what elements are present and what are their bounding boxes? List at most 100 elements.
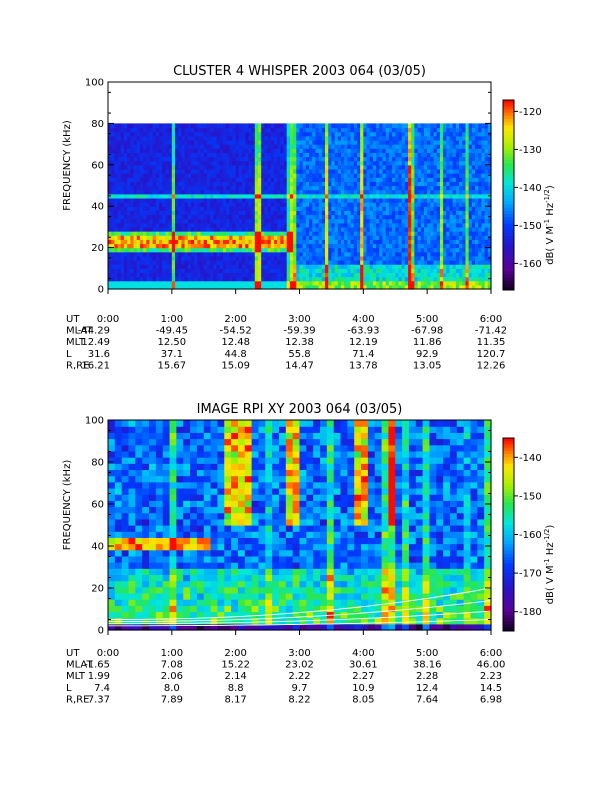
heat-cell — [487, 210, 492, 216]
heat-cell — [216, 177, 221, 182]
heat-cell — [478, 185, 483, 191]
heat-cell — [468, 206, 473, 211]
heat-cell — [452, 206, 457, 211]
heat-cell — [114, 173, 119, 178]
heat-cell — [321, 135, 326, 141]
heat-cell — [481, 218, 486, 224]
heat-cell — [242, 247, 246, 253]
heat-cell — [277, 272, 281, 278]
heat-cell — [251, 210, 256, 216]
heat-cell — [401, 284, 406, 290]
heat-cell — [350, 210, 355, 216]
heat-cell — [178, 160, 183, 166]
heat-cell — [340, 185, 345, 191]
heat-cell — [283, 284, 288, 290]
heat-cell — [226, 185, 230, 191]
heat-cell — [347, 160, 352, 166]
heat-cell — [232, 156, 237, 162]
heat-cell — [382, 239, 387, 245]
heat-cell — [235, 164, 240, 170]
heat-cell — [468, 160, 473, 166]
heat-cell — [254, 247, 259, 253]
heat-cell — [187, 173, 192, 178]
heat-cell — [149, 239, 154, 245]
heat-cell — [238, 160, 243, 166]
heat-cell — [433, 144, 438, 149]
heat-cell — [388, 152, 393, 158]
heat-cell — [299, 255, 304, 261]
heat-cell — [487, 226, 492, 232]
heat-cell — [395, 185, 400, 191]
heat-cell — [194, 185, 198, 191]
heat-cell — [194, 168, 198, 174]
heat-cell — [245, 214, 250, 220]
heat-cell — [280, 260, 285, 265]
heat-cell — [267, 189, 272, 195]
heat-cell — [178, 251, 183, 257]
heat-cell — [139, 202, 144, 207]
heat-cell — [369, 239, 374, 245]
heat-cell — [366, 264, 371, 269]
heat-cell — [414, 272, 419, 278]
heat-cell — [168, 144, 173, 149]
heat-cell — [439, 280, 444, 286]
heat-cell — [484, 206, 489, 211]
heat-cell — [395, 206, 400, 211]
heat-cell — [123, 164, 128, 170]
heat-cell — [242, 222, 246, 228]
ephemeris-cell: -63.93 — [347, 326, 379, 337]
heat-cell — [206, 189, 211, 195]
heat-cell — [299, 222, 304, 228]
heat-cell — [238, 139, 243, 145]
heat-cell — [171, 284, 176, 290]
heat-cell — [238, 202, 243, 207]
heat-cell — [376, 152, 380, 158]
heat-cell — [213, 148, 218, 153]
heat-cell — [187, 260, 192, 265]
heat-cell — [318, 177, 323, 182]
heat-cell — [484, 185, 489, 191]
heat-cell — [111, 197, 115, 203]
heat-cell — [414, 280, 419, 286]
heat-cell — [398, 160, 403, 166]
heat-cell — [350, 193, 355, 199]
heat-cell — [264, 264, 269, 269]
ephemeris-row-label: MLAT — [66, 326, 93, 337]
heat-cell — [379, 148, 384, 153]
heat-cell — [347, 127, 352, 133]
heat-cell — [468, 139, 473, 145]
heat-cell — [353, 164, 358, 170]
heat-cell — [168, 160, 173, 166]
heat-cell — [226, 231, 230, 236]
colorbar-segment — [503, 210, 514, 215]
heat-cell — [111, 255, 115, 261]
heat-cell — [465, 164, 470, 170]
heat-cell — [226, 280, 230, 286]
heat-cell — [446, 218, 451, 224]
heat-cell — [436, 160, 441, 166]
heat-cell — [481, 243, 486, 249]
colorbar-segment — [503, 144, 514, 148]
heat-cell — [443, 264, 447, 269]
heat-cell — [443, 210, 447, 216]
heat-cell — [436, 264, 441, 269]
heat-cell — [414, 214, 419, 220]
heat-cell — [181, 280, 186, 286]
heat-cell — [340, 202, 345, 207]
heat-cell — [382, 206, 387, 211]
heat-cell — [194, 135, 198, 141]
heat-cell — [478, 202, 483, 207]
heat-cell — [414, 251, 419, 257]
heat-cell — [481, 206, 486, 211]
heat-cell — [127, 255, 131, 261]
heat-cell — [194, 189, 198, 195]
heat-cell — [267, 276, 272, 282]
heat-cell — [475, 264, 479, 269]
heat-cell — [178, 177, 183, 182]
heat-cell — [433, 276, 438, 282]
heat-cell — [337, 173, 342, 178]
heat-cell — [171, 247, 176, 253]
heat-cell — [181, 177, 186, 182]
colorbar-label-exp2: -1/2 — [543, 189, 551, 203]
heat-cell — [165, 168, 170, 174]
